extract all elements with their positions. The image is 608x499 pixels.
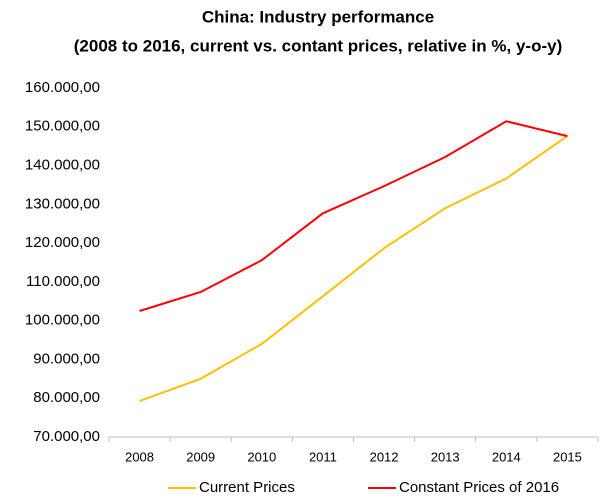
x-tick-label: 2009 xyxy=(186,449,215,464)
y-tick-label: 80.000,00 xyxy=(33,389,100,406)
y-tick-label: 140.000,00 xyxy=(25,157,100,174)
x-tick-label: 2013 xyxy=(431,449,460,464)
y-tick-label: 160.000,00 xyxy=(25,79,100,96)
chart-subtitle: (2008 to 2016, current vs. contant price… xyxy=(74,36,562,55)
y-tick-label: 130.000,00 xyxy=(25,195,100,212)
y-tick-label: 110.000,00 xyxy=(26,273,100,290)
legend-label: Current Prices xyxy=(199,479,295,496)
series-line xyxy=(139,135,568,402)
x-tick-label: 2015 xyxy=(553,449,582,464)
y-tick-label: 150.000,00 xyxy=(25,118,100,135)
y-tick-label: 90.000,00 xyxy=(33,350,100,367)
x-tick-label: 2010 xyxy=(247,449,276,464)
chart-title: China: Industry performance xyxy=(202,7,434,26)
y-tick-label: 100.000,00 xyxy=(25,312,100,329)
series-line xyxy=(139,120,568,312)
legend-label: Constant Prices of 2016 xyxy=(399,479,559,496)
y-tick-label: 120.000,00 xyxy=(25,234,100,251)
x-tick-label: 2014 xyxy=(492,449,521,464)
x-tick-label: 2008 xyxy=(125,449,154,464)
y-tick-label: 70.000,00 xyxy=(33,428,100,445)
x-tick-label: 2012 xyxy=(370,449,399,464)
x-tick-label: 2011 xyxy=(309,449,337,464)
